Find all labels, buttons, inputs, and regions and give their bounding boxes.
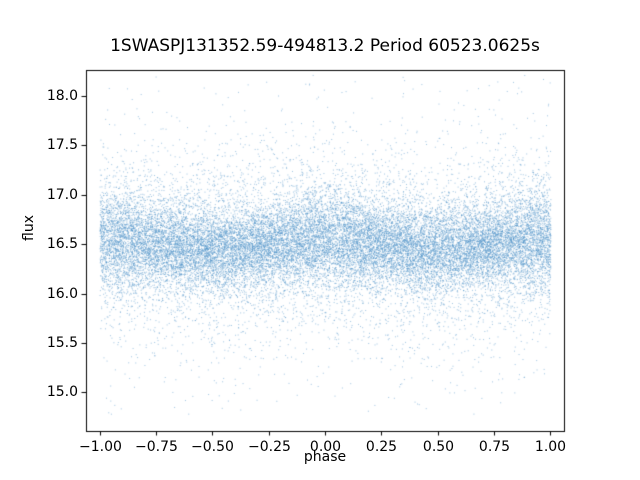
chart-title: 1SWASPJ131352.59-494813.2 Period 60523.0… xyxy=(110,36,540,56)
x-tick-label: 1.00 xyxy=(534,439,567,455)
x-tick-label: 0.25 xyxy=(365,439,398,455)
x-tick-label: −0.75 xyxy=(135,439,178,455)
y-tick-label: 15.5 xyxy=(46,334,78,351)
x-tick-label: 0.00 xyxy=(309,439,342,455)
y-tick-label: 16.5 xyxy=(46,235,78,252)
x-axis-label: phase xyxy=(303,449,347,465)
y-tick-label: 16.0 xyxy=(46,285,78,302)
x-tick-label: −0.50 xyxy=(191,439,234,455)
y-tick-label: 15.0 xyxy=(46,383,78,400)
y-tick-label: 17.5 xyxy=(46,136,78,153)
x-tick-label: 0.50 xyxy=(422,439,455,455)
x-tick-label: 0.75 xyxy=(478,439,511,455)
x-tick-label: −1.00 xyxy=(79,439,122,455)
x-tick-label: −0.25 xyxy=(248,439,291,455)
y-tick-label: 17.0 xyxy=(46,186,78,203)
y-tick-label: 18.0 xyxy=(46,87,78,104)
